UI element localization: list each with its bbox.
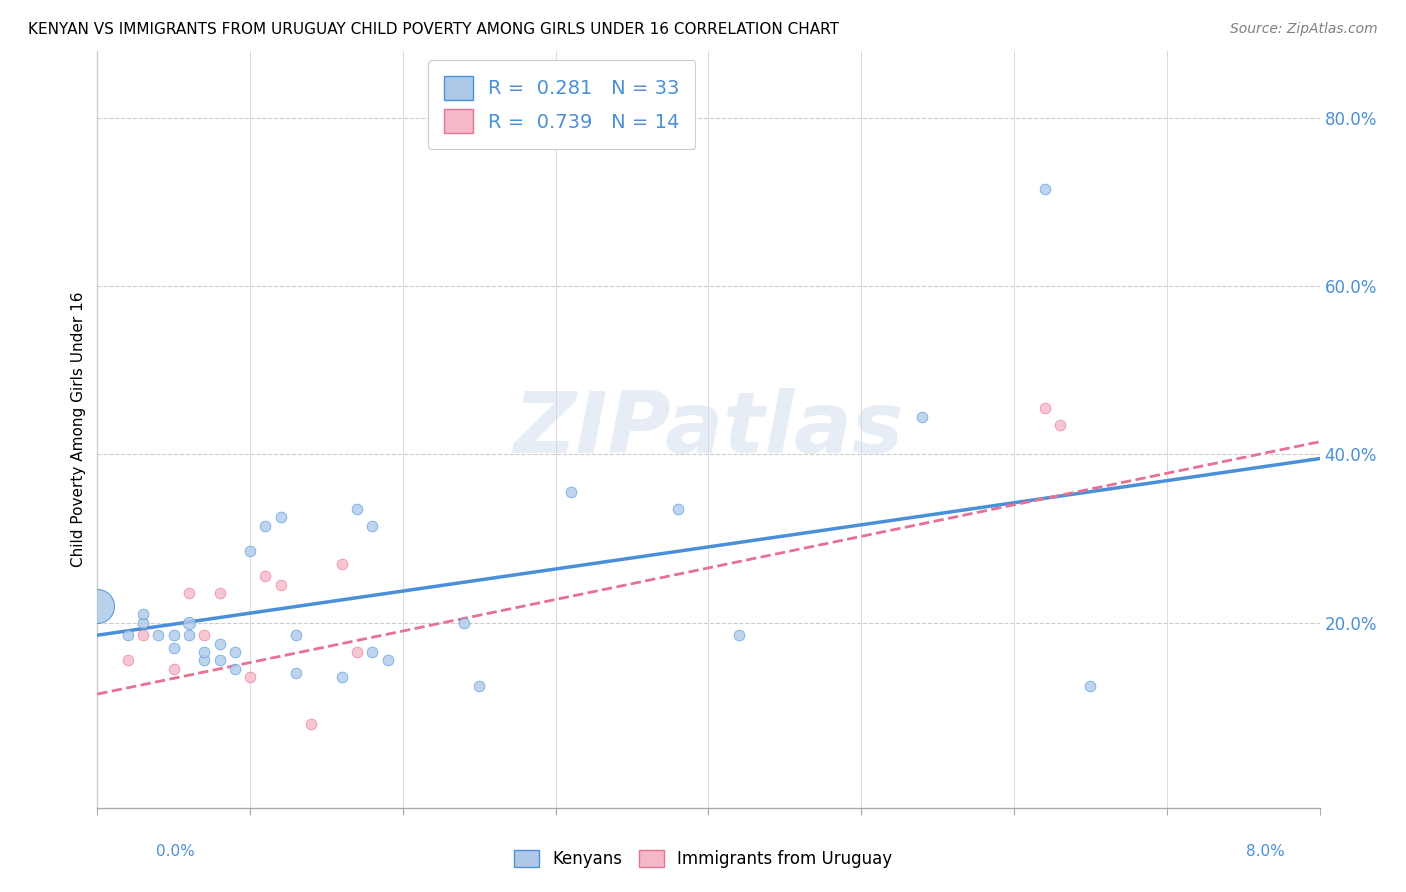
Legend: Kenyans, Immigrants from Uruguay: Kenyans, Immigrants from Uruguay — [508, 843, 898, 875]
Text: KENYAN VS IMMIGRANTS FROM URUGUAY CHILD POVERTY AMONG GIRLS UNDER 16 CORRELATION: KENYAN VS IMMIGRANTS FROM URUGUAY CHILD … — [28, 22, 839, 37]
Point — [254, 519, 277, 533]
Point — [1033, 401, 1056, 416]
Text: 8.0%: 8.0% — [1246, 845, 1285, 859]
Point — [208, 653, 231, 667]
Point — [132, 628, 155, 642]
Point — [285, 628, 308, 642]
Point — [911, 409, 934, 424]
Point — [254, 569, 277, 583]
Point — [728, 628, 751, 642]
Point — [163, 640, 186, 655]
Text: ZIPatlas: ZIPatlas — [513, 388, 904, 471]
Text: 0.0%: 0.0% — [156, 845, 195, 859]
Point — [148, 628, 170, 642]
Point — [270, 510, 292, 524]
Point — [132, 615, 155, 630]
Point — [330, 557, 353, 571]
Point — [224, 645, 246, 659]
Point — [346, 502, 368, 516]
Point — [224, 662, 246, 676]
Point — [361, 645, 384, 659]
Point — [177, 628, 200, 642]
Point — [193, 653, 215, 667]
Point — [117, 628, 139, 642]
Y-axis label: Child Poverty Among Girls Under 16: Child Poverty Among Girls Under 16 — [72, 292, 86, 567]
Point — [285, 666, 308, 681]
Point — [468, 679, 491, 693]
Point — [193, 645, 215, 659]
Point — [560, 485, 582, 500]
Point — [270, 578, 292, 592]
Point — [163, 628, 186, 642]
Point — [377, 653, 399, 667]
Point — [361, 519, 384, 533]
Point — [132, 607, 155, 622]
Point — [1080, 679, 1102, 693]
Point — [1033, 182, 1056, 196]
Point — [193, 628, 215, 642]
Point — [208, 586, 231, 600]
Point — [330, 670, 353, 684]
Text: Source: ZipAtlas.com: Source: ZipAtlas.com — [1230, 22, 1378, 37]
Point — [86, 599, 108, 613]
Point — [117, 653, 139, 667]
Point — [239, 670, 262, 684]
Point — [163, 662, 186, 676]
Point — [346, 645, 368, 659]
Point — [453, 615, 475, 630]
Point — [299, 716, 322, 731]
Point — [177, 615, 200, 630]
Point — [666, 502, 689, 516]
Point — [239, 544, 262, 558]
Point — [177, 586, 200, 600]
Point — [208, 637, 231, 651]
Legend: R =  0.281   N = 33, R =  0.739   N = 14: R = 0.281 N = 33, R = 0.739 N = 14 — [429, 61, 696, 149]
Point — [1049, 417, 1071, 432]
